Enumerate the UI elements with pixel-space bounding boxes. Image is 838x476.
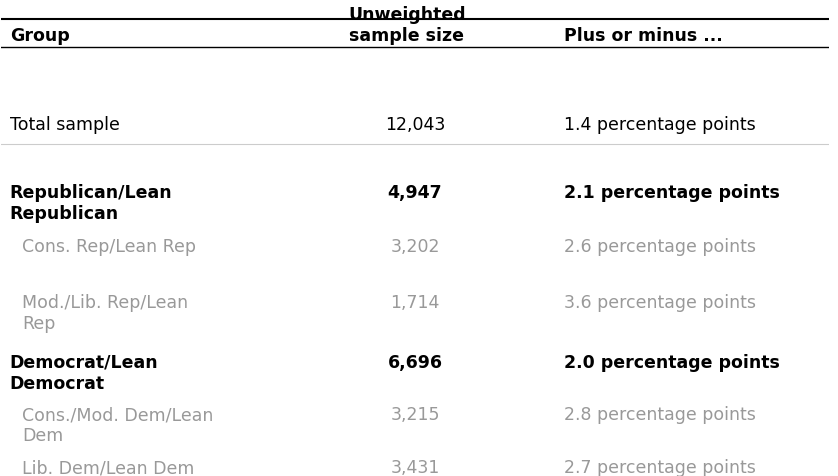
Text: 2.8 percentage points: 2.8 percentage points	[564, 407, 756, 424]
Text: Lib. Dem/Lean Dem: Lib. Dem/Lean Dem	[22, 459, 194, 476]
Text: Democrat/Lean
Democrat: Democrat/Lean Democrat	[10, 354, 158, 393]
Text: Total sample: Total sample	[10, 116, 120, 134]
Text: 3,431: 3,431	[391, 459, 440, 476]
Text: Unweighted
sample size: Unweighted sample size	[349, 6, 467, 45]
Text: Cons./Mod. Dem/Lean
Dem: Cons./Mod. Dem/Lean Dem	[22, 407, 214, 445]
Text: 1,714: 1,714	[391, 294, 440, 312]
Text: Group: Group	[10, 27, 70, 45]
Text: 2.7 percentage points: 2.7 percentage points	[564, 459, 756, 476]
Text: Republican/Lean
Republican: Republican/Lean Republican	[10, 184, 173, 223]
Text: 2.6 percentage points: 2.6 percentage points	[564, 238, 756, 256]
Text: 3,215: 3,215	[391, 407, 440, 424]
Text: 3.6 percentage points: 3.6 percentage points	[564, 294, 756, 312]
Text: Mod./Lib. Rep/Lean
Rep: Mod./Lib. Rep/Lean Rep	[22, 294, 189, 333]
Text: 2.1 percentage points: 2.1 percentage points	[564, 184, 779, 202]
Text: Cons. Rep/Lean Rep: Cons. Rep/Lean Rep	[22, 238, 196, 256]
Text: 1.4 percentage points: 1.4 percentage points	[564, 116, 756, 134]
Text: 3,202: 3,202	[391, 238, 440, 256]
Text: 4,947: 4,947	[388, 184, 442, 202]
Text: 2.0 percentage points: 2.0 percentage points	[564, 354, 779, 372]
Text: 12,043: 12,043	[385, 116, 445, 134]
Text: 6,696: 6,696	[387, 354, 442, 372]
Text: Plus or minus ...: Plus or minus ...	[564, 27, 722, 45]
